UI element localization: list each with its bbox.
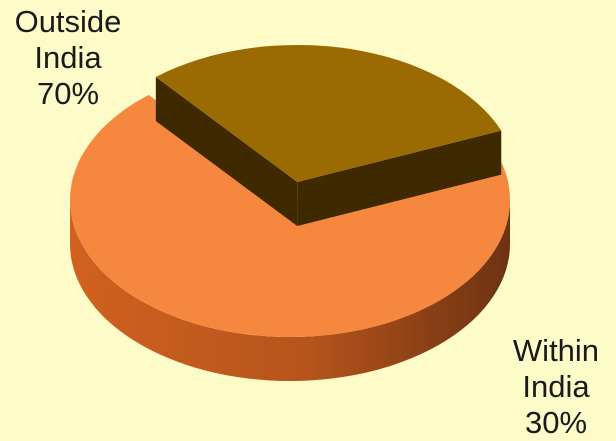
slice-label-outside-line1: Outside [14,4,122,39]
slice-label-within-india: Within India 30% [500,333,612,441]
slice-label-outside-india: Outside India 70% [0,4,136,112]
pie-slice-cut-face [297,130,502,226]
pie-slice-cut-face [155,77,298,226]
pie-slice-top [155,44,502,182]
slice-label-within-percent: 30% [524,405,588,440]
pie-slice-within-india [155,44,502,226]
slice-label-within-line1: Within [512,333,600,368]
pie-slices [69,44,511,381]
slice-label-outside-line2: India [34,40,102,75]
slice-label-within-line2: India [522,369,590,404]
slice-label-outside-percent: 70% [36,76,100,111]
pie-slice-side [70,200,510,381]
